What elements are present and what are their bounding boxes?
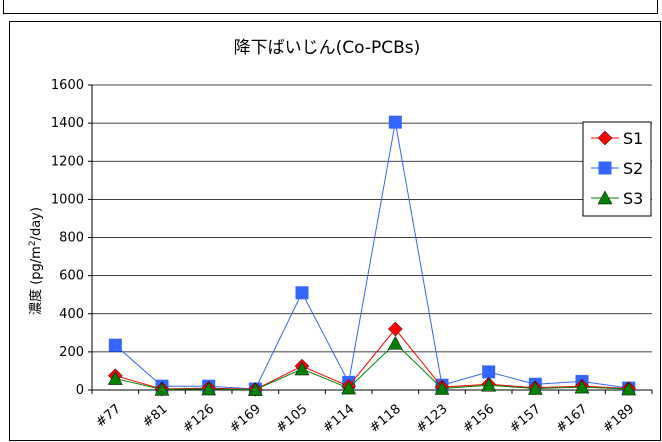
y-axis-label-suffix: /day) [29,207,44,240]
data-point [387,335,403,350]
y-tick-label: 1600 [51,78,84,93]
data-point [527,380,543,395]
y-tick-label: 1000 [51,192,84,207]
chart-title: 降下ばいじん(Co-PCBs) [234,38,421,58]
x-tick-label: #169 [227,402,264,436]
y-tick-label: 0 [76,383,84,398]
x-tick-label: #114 [320,402,357,436]
data-point [108,338,122,352]
x-tick-label: #157 [507,402,544,436]
x-tick-label: #77 [93,402,124,431]
x-tick-label: #156 [460,402,497,436]
data-point [201,381,217,396]
y-tick-label: 400 [59,307,84,322]
data-point [107,371,123,385]
y-tick-label: 1200 [51,154,84,169]
series-line [115,122,629,390]
data-point [574,379,590,394]
chart-area: 降下ばいじん(Co-PCBs) 濃度 (pg/m2/day) 0 200 400 60… [9,21,661,441]
data-point [387,321,403,337]
legend-label: S1 [623,129,643,148]
legend-marker [598,161,612,175]
data-point [295,286,309,300]
x-tick-label: #167 [554,402,591,436]
data-point [341,380,357,395]
line-chart: 降下ばいじん(Co-PCBs) 濃度 (pg/m2/day) 0 200 400 60… [28,38,653,436]
legend-label: S3 [623,189,643,208]
series-s3 [107,335,637,396]
x-tick-label: #118 [367,402,404,436]
x-tick-label: #189 [600,402,637,436]
series-s1 [107,321,637,397]
legend: S1 S2 S3 [582,121,652,217]
top-frame [3,0,658,14]
x-tick-label: #126 [180,402,217,436]
data-point [154,381,170,396]
y-axis-label-sup: 2 [28,240,38,246]
y-tick-label: 200 [59,345,84,360]
series-line [115,342,629,391]
x-tick-label: #105 [274,402,311,436]
legend-item-s2: S2 [591,159,643,178]
data-point [434,380,450,395]
data-point [294,361,310,376]
data-point [481,377,497,392]
series-line [115,328,629,390]
legend-marker [597,190,613,205]
x-tick-label: #81 [140,402,171,431]
y-tick-label: 600 [59,269,84,284]
legend-marker [597,130,613,146]
y-tick-label: 1400 [51,116,84,131]
data-point [621,381,637,396]
y-tick-label: 800 [59,231,84,246]
y-axis-label-prefix: 濃度 (pg/m [28,246,44,315]
series-s2 [108,115,636,396]
x-tick-label: #123 [414,402,451,436]
data-point [388,115,402,129]
legend-item-s3: S3 [591,189,643,208]
y-axis-label: 濃度 (pg/m2/day) [28,207,44,315]
data-point [482,365,496,379]
series-group [107,115,637,397]
legend-item-s1: S1 [591,129,643,148]
data-point [247,382,263,396]
legend-label: S2 [623,159,643,178]
grid-lines [92,84,652,391]
